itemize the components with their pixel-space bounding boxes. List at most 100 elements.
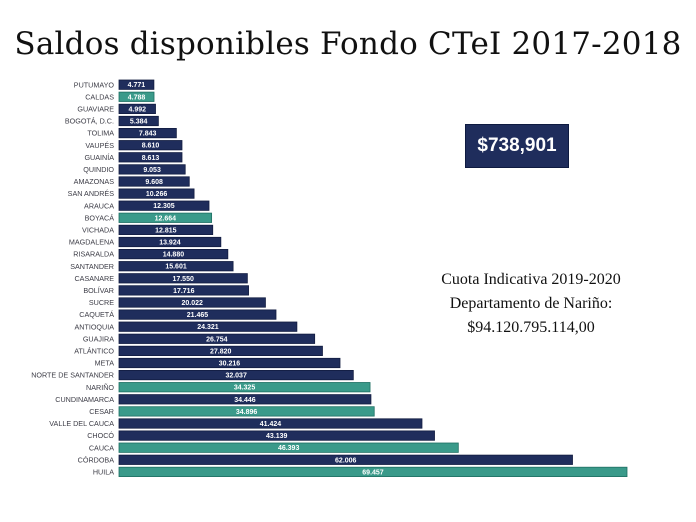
value-label: 4.788 <box>128 94 146 101</box>
category-label: CASANARE <box>74 274 114 283</box>
bar <box>118 188 195 199</box>
category-label: META <box>95 359 115 368</box>
value-label: 4.771 <box>128 82 146 89</box>
bar <box>118 382 371 393</box>
category-label: VAUPÉS <box>85 141 114 150</box>
bar <box>118 321 298 332</box>
bar <box>118 273 248 284</box>
total-balance-badge: $738,901 <box>465 124 569 168</box>
bar <box>118 333 316 344</box>
quota-line-3: $94.120.795.114,00 <box>467 319 595 336</box>
value-label: 12.305 <box>153 203 175 210</box>
category-label: GUAINÍA <box>84 153 114 162</box>
bar <box>118 127 177 139</box>
value-label: 17.550 <box>172 276 194 283</box>
value-label: 15.601 <box>165 264 187 271</box>
value-label: 5.384 <box>130 119 148 126</box>
category-label: PUTUMAYO <box>74 80 115 89</box>
page-title: Saldos disponibles Fondo CTeI 2017-2018 <box>14 26 682 62</box>
value-label: 9.608 <box>145 179 163 186</box>
value-label: 62.006 <box>335 457 357 464</box>
category-label: SAN ANDRÉS <box>68 189 115 198</box>
bar <box>118 418 423 429</box>
bar <box>118 285 249 296</box>
category-label: RISARALDA <box>73 250 114 259</box>
bar <box>118 212 213 223</box>
bar <box>118 394 372 405</box>
value-label: 20.022 <box>182 300 204 307</box>
bar <box>118 357 341 369</box>
bar <box>118 345 323 357</box>
value-label: 27.820 <box>210 348 232 355</box>
category-label: AMAZONAS <box>74 177 115 186</box>
value-label: 43.139 <box>266 433 288 440</box>
category-label: HUILA <box>93 468 114 477</box>
value-label: 30.216 <box>219 361 241 368</box>
bar <box>118 79 155 90</box>
value-label: 17.716 <box>173 288 195 295</box>
value-label: 34.325 <box>234 385 256 392</box>
category-label: BOGOTÁ, D.C. <box>65 117 114 126</box>
category-label: CAQUETÁ <box>79 310 114 319</box>
category-label: TOLIMA <box>87 129 114 138</box>
value-label: 26.754 <box>206 336 228 343</box>
category-label: CESAR <box>89 407 114 416</box>
bar <box>118 224 214 235</box>
value-label: 24.321 <box>197 324 219 331</box>
value-label: 12.664 <box>155 215 177 222</box>
category-label: VALLE DEL CAUCA <box>49 419 114 428</box>
category-label: SUCRE <box>89 298 114 307</box>
value-label: 10.266 <box>146 191 168 198</box>
bars-layer: PUTUMAYO 4.771 CALDAS 4.788 GUAVIARE 4.992 BOG… <box>31 79 628 478</box>
bar <box>118 140 183 151</box>
category-label: ATLÁNTICO <box>74 347 114 356</box>
value-label: 12.815 <box>155 227 177 234</box>
category-label: CALDAS <box>85 92 114 101</box>
bar <box>118 176 190 187</box>
bar <box>118 91 155 102</box>
quota-line-2: Departamento de Nariño: <box>449 295 613 312</box>
category-label: SANTANDER <box>70 262 114 271</box>
quota-annotation: Cuota Indicativa 2019-2020 Departamento … <box>402 268 660 340</box>
category-label: ANTIOQUIA <box>74 322 114 331</box>
value-label: 46.393 <box>278 445 300 452</box>
value-label: 69.457 <box>362 469 384 476</box>
value-label: 8.613 <box>142 155 160 162</box>
category-label: GUAJIRA <box>83 334 114 343</box>
bar <box>118 248 229 260</box>
category-label: MAGDALENA <box>69 238 114 247</box>
bar <box>118 297 266 308</box>
value-label: 4.992 <box>128 106 146 113</box>
category-label: NARIÑO <box>86 383 114 392</box>
value-label: 34.446 <box>234 397 256 404</box>
value-label: 7.843 <box>139 131 157 138</box>
bar <box>118 236 222 248</box>
category-label: BOYACÁ <box>85 213 115 222</box>
bar <box>118 261 234 272</box>
value-label: 34.896 <box>236 409 258 416</box>
value-label: 8.610 <box>142 143 160 150</box>
bar <box>118 369 354 381</box>
category-label: VICHADA <box>82 226 114 235</box>
value-label: 32.037 <box>225 373 247 380</box>
quota-line-1: Cuota Indicativa 2019-2020 <box>441 271 621 288</box>
category-label: NORTE DE SANTANDER <box>31 371 114 380</box>
category-label: CUNDINAMARCA <box>55 395 114 404</box>
bar <box>118 454 573 465</box>
bar <box>118 152 183 163</box>
bar <box>118 164 186 175</box>
value-label: 14.880 <box>163 252 185 259</box>
value-label: 9.053 <box>143 167 161 174</box>
category-label: BOLÍVAR <box>83 286 114 295</box>
value-label: 13.924 <box>159 240 181 247</box>
bar <box>118 442 459 453</box>
category-label: QUINDIO <box>83 165 114 174</box>
category-label: CÓRDOBA <box>78 455 115 464</box>
bar <box>118 430 435 441</box>
category-label: GUAVIARE <box>77 105 114 114</box>
bar <box>118 103 156 114</box>
value-label: 21.465 <box>187 312 209 319</box>
category-label: CAUCA <box>89 443 114 452</box>
category-label: CHOCÓ <box>87 431 114 440</box>
